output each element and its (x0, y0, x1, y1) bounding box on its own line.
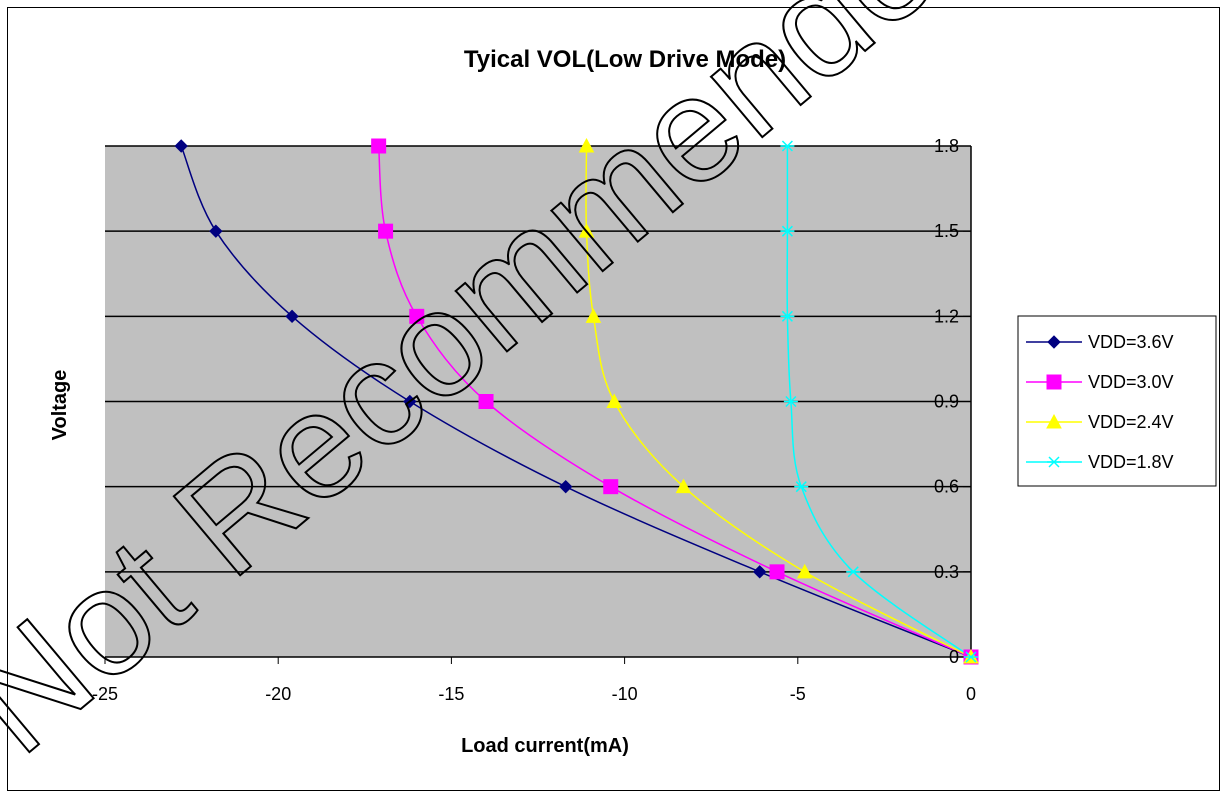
x-tick-label: -15 (438, 684, 464, 704)
legend-label: VDD=3.6V (1088, 332, 1174, 352)
x-tick-label: -10 (612, 684, 638, 704)
x-tick-labels: -25 -20 -15 -10 -5 0 (92, 684, 976, 704)
data-point (780, 140, 795, 152)
x-tick-label: 0 (966, 684, 976, 704)
legend-label: VDD=1.8V (1088, 452, 1174, 472)
data-point (409, 308, 425, 324)
legend-marker (1046, 374, 1062, 390)
data-point (585, 308, 602, 323)
legend-label: VDD=3.0V (1088, 372, 1174, 392)
y-tick-label: 1.2 (934, 306, 959, 326)
data-point (964, 651, 978, 663)
data-point (209, 224, 223, 238)
legend-marker (1047, 335, 1061, 349)
data-point (578, 223, 595, 238)
legend-label: VDD=2.4V (1088, 412, 1174, 432)
y-tick-label: 0.3 (934, 562, 959, 582)
data-point (371, 138, 387, 154)
data-point (796, 563, 813, 579)
data-point (675, 478, 692, 494)
data-point (403, 394, 417, 409)
series-line-1 (377, 145, 972, 658)
data-point (783, 395, 798, 408)
legend-items: VDD=3.6V VDD=3.0V VDD=2.4V VDD=1.8V (1026, 332, 1174, 472)
x-tick-label: -25 (92, 684, 118, 704)
y-tick-label: 0.6 (934, 477, 959, 497)
series-line-0 (180, 145, 972, 658)
data-point (378, 223, 394, 239)
chart-title: Tyical VOL(Low Drive Mode) (464, 46, 786, 73)
y-tick-label: 0 (949, 647, 959, 667)
data-point (285, 309, 299, 324)
y-tick-label: 1.8 (934, 136, 959, 156)
data-point (780, 310, 795, 322)
data-point (752, 565, 767, 579)
x-tick-label: -5 (790, 684, 806, 704)
data-point (603, 479, 619, 495)
y-tick-label: 0.9 (934, 392, 959, 412)
y-axis-label: Voltage (49, 370, 71, 441)
x-axis-label: Load current(mA) (461, 735, 629, 757)
gridlines (105, 145, 971, 573)
data-point (846, 566, 861, 578)
series-markers (174, 137, 979, 665)
legend-marker (1047, 456, 1061, 468)
legend: VDD=3.6V VDD=3.0V VDD=2.4V VDD=1.8V (1017, 315, 1217, 487)
data-point (794, 481, 809, 493)
data-point (780, 225, 795, 237)
data-point (174, 139, 188, 153)
data-point (606, 393, 623, 408)
x-tick-label: -20 (265, 684, 291, 704)
data-point (478, 394, 494, 409)
legend-marker (1046, 413, 1062, 429)
data-point (578, 137, 595, 153)
data-point (559, 479, 573, 494)
data-point (769, 564, 785, 580)
y-tick-label: 1.5 (934, 221, 959, 241)
y-tick-labels: 0 0.3 0.6 0.9 1.2 1.5 1.8 (934, 136, 959, 667)
